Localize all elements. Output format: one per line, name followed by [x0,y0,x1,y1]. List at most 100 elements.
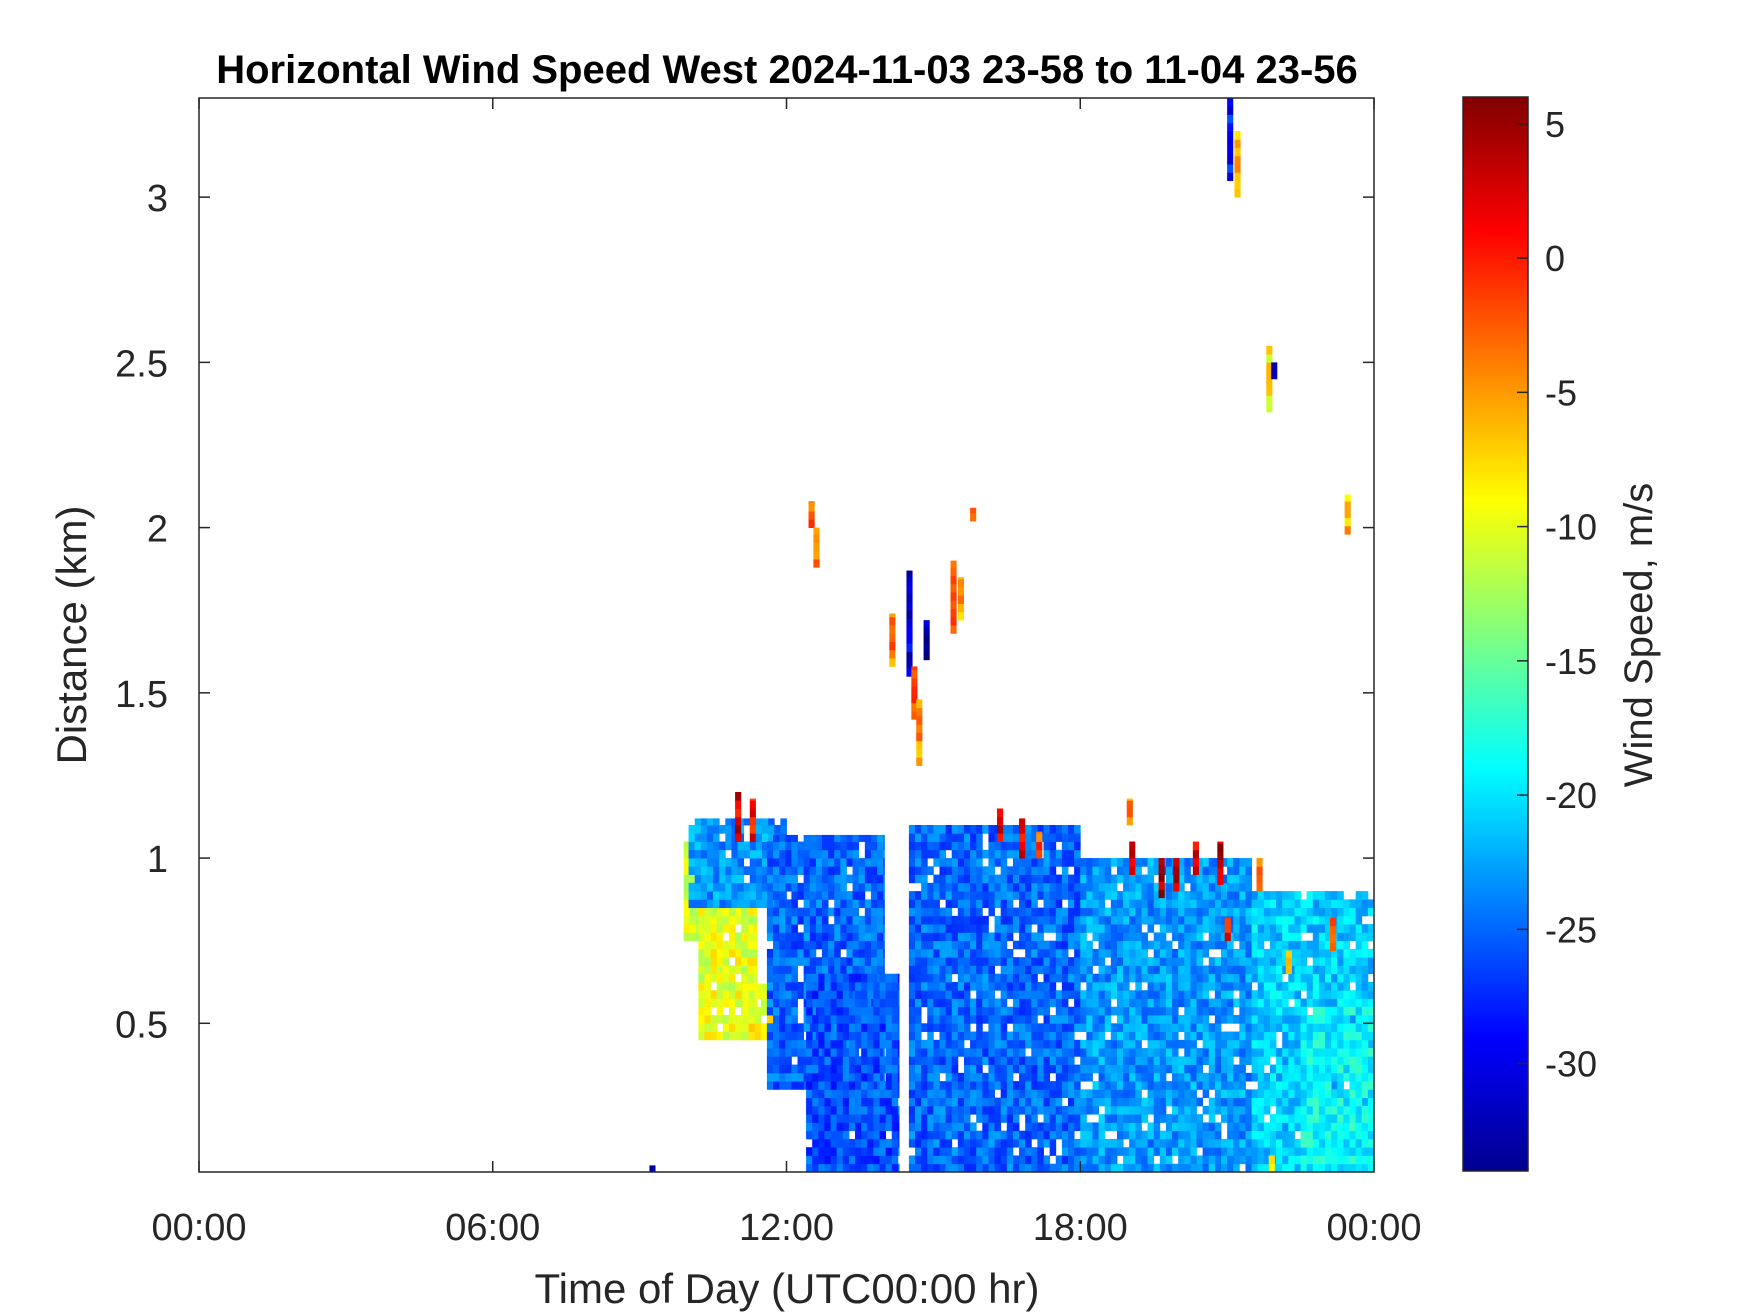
heatmap-cell [1361,924,1369,933]
heatmap-cell [939,1163,947,1173]
heatmap-cell [791,948,798,958]
heatmap-cell [1031,915,1038,925]
heatmap-cell [1300,1006,1308,1016]
heatmap-cell [1135,998,1142,1008]
heatmap-cell [1080,858,1087,867]
heatmap-cell [877,965,884,975]
heatmap-cell [1196,973,1204,983]
heatmap-cell [749,899,757,909]
heatmap-cell [1331,1039,1338,1049]
heatmap-cell [939,1089,947,1099]
heatmap-streak-cell [1036,831,1043,834]
heatmap-cell [791,1081,798,1090]
heatmap-cell [713,833,720,842]
heatmap-cell [939,948,947,958]
heatmap-cell [1165,1023,1173,1032]
heatmap-cell [1343,907,1350,917]
heatmap-cell [766,1064,774,1074]
heatmap-cell [1245,1163,1252,1173]
heatmap-cell [1116,1130,1124,1140]
heatmap-cell [1349,998,1357,1008]
heatmap-cell [1172,1163,1179,1173]
heatmap-cell [1116,1081,1124,1090]
heatmap-cell [1006,1039,1014,1049]
heatmap-cell [1000,1130,1008,1140]
heatmap-streak-cell [906,651,913,661]
heatmap-cell [1123,957,1130,966]
heatmap-cell [891,1130,899,1140]
heatmap-cell [1092,990,1100,999]
heatmap-cell [1012,990,1020,999]
heatmap-cell [797,1064,805,1074]
heatmap-cell [1233,981,1240,991]
heatmap-cell [1276,1006,1283,1016]
heatmap-cell [836,1114,844,1123]
heatmap-cell [1227,1122,1234,1132]
heatmap-cell [939,957,947,966]
heatmap-cell [828,891,835,900]
heatmap-cell [1025,849,1032,859]
heatmap-cell [846,990,853,999]
heatmap-cell [1269,940,1277,950]
heatmap-cell [970,1089,977,1099]
heatmap-cell [945,932,953,942]
heatmap-cell [1172,998,1179,1008]
heatmap-cell [1098,1155,1106,1165]
heatmap-cell [1355,1089,1363,1099]
heatmap-cell [921,1147,928,1156]
heatmap-cell [1116,940,1124,950]
heatmap-cell [885,1023,893,1032]
heatmap-cell [1239,874,1246,884]
heatmap-cell [1086,940,1093,950]
heatmap-streak-cell [1192,841,1199,851]
heatmap-cell [698,1031,705,1041]
heatmap-cell [755,833,763,842]
heatmap-cell [1080,915,1087,925]
heatmap-cell [812,1089,819,1099]
heatmap-cell [982,1114,989,1123]
heatmap-cell [836,1015,844,1024]
heatmap-cell [1086,1023,1093,1032]
heatmap-cell [1257,1105,1265,1115]
heatmap-cell [921,915,928,925]
heatmap-cell [1355,981,1363,991]
heatmap-cell [1147,1031,1155,1041]
heatmap-cell [1349,924,1357,933]
heatmap-cell [830,1006,838,1016]
heatmap-cell [1221,1138,1228,1148]
heatmap-cell [1031,932,1038,942]
heatmap-cell [1068,973,1075,983]
heatmap-cell [1239,1039,1246,1049]
heatmap-cell [1110,990,1118,999]
heatmap-cell [1269,990,1277,999]
heatmap-cell [873,1138,880,1148]
heatmap-cell [1043,1064,1051,1074]
heatmap-cell [704,915,712,925]
heatmap-cell [1068,915,1075,925]
heatmap-cell [1239,957,1246,966]
heatmap-cell [834,948,841,958]
heatmap-cell [753,940,758,950]
heatmap-cell [1214,1163,1222,1173]
heatmap-cell [768,825,775,834]
heatmap-cell [1263,1039,1271,1049]
heatmap-cell [824,1130,831,1140]
heatmap-cell [1031,948,1038,958]
heatmap-cell [1110,932,1118,942]
heatmap-cell [1129,973,1136,983]
heatmap-cell [1184,1039,1191,1049]
heatmap-cell [945,1056,953,1065]
heatmap-cell [1318,981,1326,991]
heatmap-cell [1092,891,1100,900]
heatmap-cell [921,899,928,909]
heatmap-cell [842,998,850,1008]
heatmap-cell [785,874,792,884]
heatmap-cell [970,924,977,933]
heatmap-cell [1233,907,1240,917]
heatmap-cell [1123,1031,1130,1041]
heatmap-cell [700,849,708,859]
heatmap-cell [885,981,893,991]
heatmap-cell [951,1130,959,1140]
heatmap-cell [773,932,780,942]
heatmap-streak-cell [889,625,896,634]
